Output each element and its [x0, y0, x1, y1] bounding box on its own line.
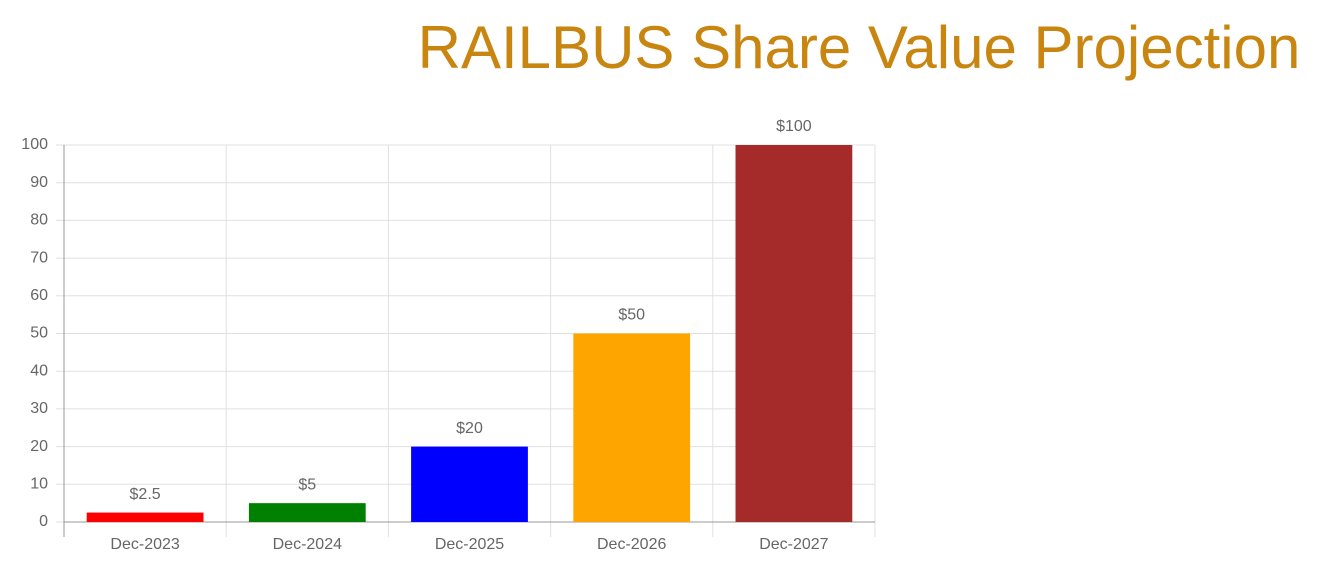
- value-label: $5: [298, 476, 316, 493]
- x-tick-label: Dec-2023: [110, 536, 179, 553]
- y-tick-label: 60: [30, 287, 48, 304]
- value-label: $50: [618, 307, 645, 324]
- y-tick-label: 20: [30, 438, 48, 455]
- bar: [735, 145, 853, 522]
- y-tick-label: 70: [30, 249, 48, 266]
- y-tick-label: 80: [30, 212, 48, 229]
- y-tick-label: 40: [30, 362, 48, 379]
- y-tick-label: 10: [30, 476, 48, 493]
- bar: [573, 333, 691, 522]
- x-tick-label: Dec-2025: [435, 536, 504, 553]
- bar: [411, 446, 528, 522]
- y-tick-label: 100: [21, 136, 48, 153]
- bar: [248, 503, 366, 522]
- x-tick-label: Dec-2027: [759, 536, 828, 553]
- x-tick-label: Dec-2024: [273, 536, 342, 553]
- value-label: $20: [456, 420, 483, 437]
- bar: [86, 512, 204, 522]
- y-tick-label: 50: [30, 325, 48, 342]
- value-label: $100: [776, 118, 812, 135]
- chart-title: RAILBUS Share Value Projection: [418, 14, 1301, 81]
- y-tick-label: 0: [39, 513, 48, 530]
- y-tick-label: 90: [30, 174, 48, 191]
- value-label: $2.5: [130, 486, 161, 503]
- x-tick-label: Dec-2026: [597, 536, 666, 553]
- y-tick-label: 30: [30, 400, 48, 417]
